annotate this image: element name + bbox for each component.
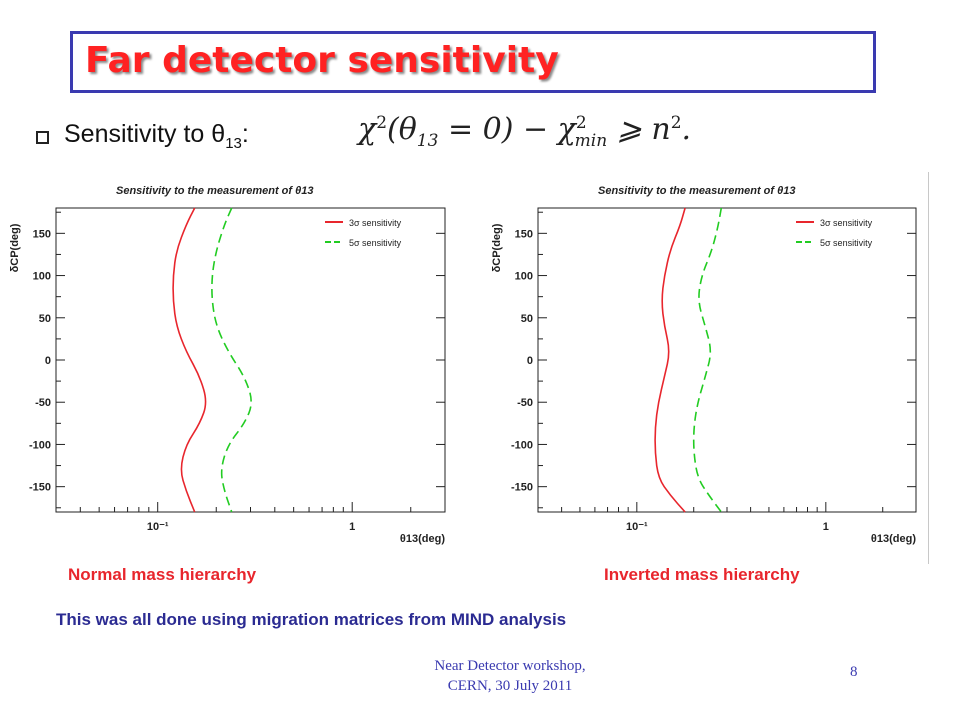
chart-inverted-hierarchy: Sensitivity to the measurement of θ13150… xyxy=(491,185,917,545)
series-line-3sigma xyxy=(172,207,207,513)
footer-line-2: CERN, 30 July 2011 xyxy=(447,678,573,694)
analysis-note: This was all done using migration matric… xyxy=(56,610,567,629)
y-tick-label: 0 xyxy=(527,355,533,367)
panel-border xyxy=(928,172,929,564)
y-tick-label: -100 xyxy=(29,439,51,451)
title-box: Far detector sensitivity xyxy=(70,31,876,93)
y-tick-label: -50 xyxy=(35,397,51,409)
chart-title: Sensitivity to the measurement of θ13 xyxy=(116,185,313,197)
plot-frame xyxy=(55,207,446,513)
plot-panel-inverted: Sensitivity to the measurement of θ13 150… xyxy=(470,172,928,564)
chi-square-formula: χ2(θ13 = 0) − χ2min ⩾ n2. xyxy=(358,112,692,164)
y-tick-label: 0 xyxy=(45,355,51,367)
formula-sup-1: 2 xyxy=(376,113,388,133)
y-tick-label: 150 xyxy=(33,228,51,240)
formula-sub-min: min xyxy=(574,131,608,151)
legend-label: 5σ sensitivity xyxy=(349,238,402,248)
formula-dot: . xyxy=(681,112,692,147)
legend-label: 3σ sensitivity xyxy=(349,218,402,228)
y-axis-label: δCP(deg) xyxy=(9,223,21,272)
series-line-3sigma xyxy=(654,207,686,513)
chart-title: Sensitivity to the measurement of θ13 xyxy=(598,185,795,197)
y-tick-label: 50 xyxy=(521,313,533,325)
x-tick-label: 1 xyxy=(823,521,829,533)
formula-sup-3: 2 xyxy=(670,113,682,133)
x-tick-label: 10⁻¹ xyxy=(626,521,648,533)
bullet-subscript: 13 xyxy=(225,135,242,152)
y-axis-label: δCP(deg) xyxy=(491,223,503,272)
series-line-5sigma xyxy=(211,207,252,513)
formula-chi: χ xyxy=(358,112,377,147)
legend-label: 3σ sensitivity xyxy=(820,218,873,228)
formula-eq: = 0) − χ xyxy=(438,112,576,147)
y-tick-label: -100 xyxy=(511,439,533,451)
y-tick-label: -150 xyxy=(29,482,51,494)
x-tick-label: 1 xyxy=(349,521,355,533)
formula-sub-13: 13 xyxy=(416,131,439,151)
series-line-5sigma xyxy=(692,207,723,513)
plot-panel-normal: Sensitivity to the measurement of θ13 150… xyxy=(0,172,470,564)
y-tick-label: 100 xyxy=(515,271,533,283)
caption-normal: Normal mass hierarchy xyxy=(68,565,257,584)
chart-normal-hierarchy: Sensitivity to the measurement of θ13150… xyxy=(9,185,446,545)
y-tick-label: 50 xyxy=(39,313,51,325)
x-tick-label: 10⁻¹ xyxy=(147,521,169,533)
x-axis-label: θ13(deg) xyxy=(400,533,445,545)
formula-open: (θ xyxy=(387,112,417,147)
caption-inverted: Inverted mass hierarchy xyxy=(604,565,800,584)
formula-geq: ⩾ n xyxy=(607,112,671,147)
legend-label: 5σ sensitivity xyxy=(820,238,873,248)
y-tick-label: 150 xyxy=(515,228,533,240)
formula-sup-2: 2 xyxy=(575,113,587,133)
page-number: 8 xyxy=(850,664,858,680)
x-axis-label: θ13(deg) xyxy=(871,533,916,545)
y-tick-label: -50 xyxy=(517,397,533,409)
bullet-text: Sensitivity to θ13: xyxy=(64,120,249,152)
plot-frame xyxy=(537,207,917,513)
slide-title: Far detector sensitivity xyxy=(85,40,559,81)
y-tick-label: -150 xyxy=(511,482,533,494)
footer: Near Detector workshop, CERN, 30 July 20… xyxy=(390,656,630,696)
y-tick-label: 100 xyxy=(33,271,51,283)
footer-line-1: Near Detector workshop, xyxy=(434,658,586,674)
bullet-label: Sensitivity to θ xyxy=(64,120,226,148)
bullet-colon: : xyxy=(241,120,249,148)
square-bullet-icon xyxy=(36,131,49,144)
